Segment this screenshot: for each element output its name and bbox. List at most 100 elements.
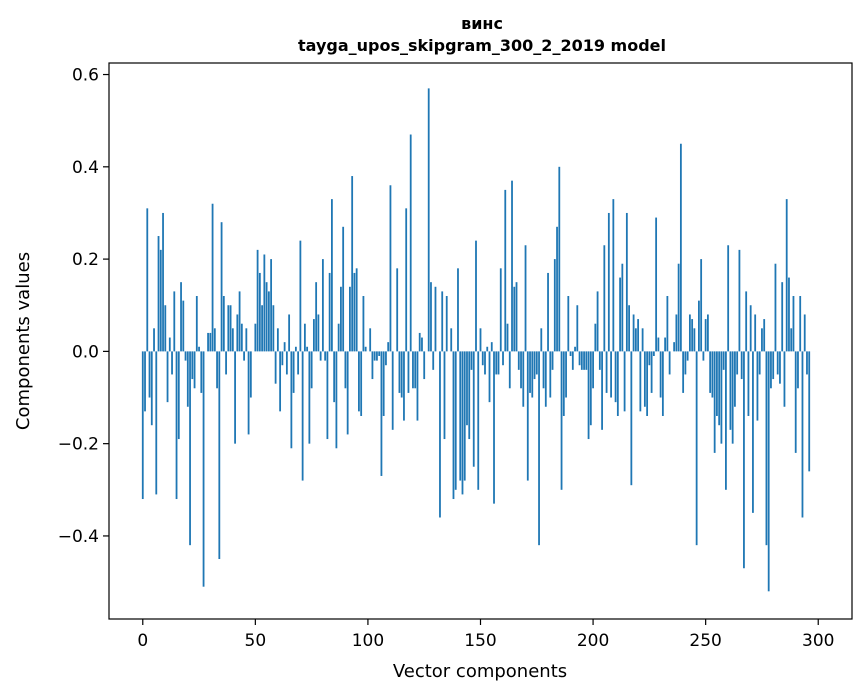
bar-63 (283, 342, 286, 352)
bar-30 (209, 332, 212, 352)
bar-15 (175, 351, 178, 500)
bar-77 (315, 282, 318, 352)
bar-159 (499, 268, 502, 352)
bar-163 (508, 351, 511, 389)
bar-107 (382, 351, 385, 416)
bar-267 (743, 351, 745, 569)
bar-223 (643, 351, 646, 407)
bar-296 (808, 351, 811, 472)
bar-178 (542, 351, 545, 389)
bar-41 (234, 351, 236, 444)
bar-108 (385, 351, 387, 366)
bar-114 (398, 351, 401, 393)
bar-201 (594, 323, 597, 352)
bar-196 (583, 351, 585, 370)
bar-275 (761, 328, 763, 352)
bar-219 (634, 328, 637, 352)
bar-214 (623, 351, 626, 412)
bar-93 (351, 176, 354, 352)
bar-9 (162, 212, 164, 352)
bar-116 (403, 351, 405, 421)
bar-35 (220, 222, 223, 352)
bar-211 (616, 351, 619, 416)
bar-33 (216, 351, 218, 389)
bar-66 (290, 351, 293, 449)
bar-290 (794, 351, 797, 453)
bar-97 (360, 351, 363, 416)
bar-149 (477, 351, 480, 490)
y-tick-label: −0.4 (58, 527, 99, 547)
bar-212 (619, 277, 621, 352)
x-tick-label: 0 (137, 631, 148, 651)
bar-220 (637, 319, 640, 352)
bar-106 (380, 351, 383, 476)
bar-121 (414, 351, 417, 389)
bar-119 (409, 134, 412, 352)
bar-286 (785, 199, 788, 352)
bar-99 (364, 346, 367, 352)
bar-82 (326, 351, 329, 440)
bar-259 (725, 351, 727, 490)
bar-181 (549, 351, 552, 398)
bar-200 (592, 351, 594, 389)
bar-203 (598, 351, 601, 370)
bar-256 (718, 351, 721, 426)
bar-8 (159, 249, 162, 352)
bar-215 (625, 212, 628, 352)
x-tick-label: 250 (689, 631, 721, 651)
bar-19 (184, 351, 187, 361)
bar-229 (657, 337, 660, 352)
bar-153 (486, 346, 489, 352)
bar-45 (243, 351, 245, 361)
x-tick-label: 50 (245, 631, 267, 651)
bar-132 (439, 351, 441, 518)
bar-192 (574, 346, 576, 352)
bar-34 (218, 351, 221, 560)
bar-75 (310, 351, 313, 389)
bar-269 (747, 351, 750, 416)
chart-subtitle: tayga_upos_skipgram_300_2_2019 model (298, 36, 666, 55)
bar-177 (540, 328, 543, 352)
bar-29 (207, 332, 209, 352)
bar-198 (587, 351, 590, 440)
bar-4 (150, 351, 153, 426)
y-tick-label: −0.2 (58, 435, 99, 455)
bar-79 (319, 351, 322, 361)
bar-110 (389, 185, 392, 352)
bar-87 (337, 323, 340, 352)
bar-152 (484, 351, 486, 375)
bar-23 (193, 351, 196, 389)
bar-83 (328, 272, 331, 352)
bar-12 (168, 337, 171, 352)
bar-294 (803, 314, 806, 352)
bar-209 (612, 199, 615, 352)
bar-273 (756, 351, 759, 421)
bar-230 (659, 351, 662, 398)
bar-184 (556, 226, 558, 352)
bar-292 (799, 296, 802, 352)
bar-32 (213, 328, 216, 352)
bar-250 (704, 319, 707, 352)
bar-171 (526, 351, 529, 481)
bar-48 (249, 351, 252, 398)
bar-154 (488, 351, 491, 403)
bar-236 (673, 342, 676, 352)
bar-289 (792, 296, 795, 352)
bar-17 (180, 282, 182, 352)
bar-53 (261, 305, 263, 352)
bar-50 (254, 323, 257, 352)
bar-216 (628, 305, 630, 352)
bar-134 (443, 351, 446, 440)
bar-46 (245, 328, 248, 352)
bar-262 (731, 351, 734, 444)
bar-92 (349, 286, 351, 352)
bar-57 (270, 259, 273, 352)
bar-10 (164, 305, 167, 352)
bar-194 (578, 351, 581, 366)
bar-278 (767, 351, 770, 592)
bar-158 (497, 351, 500, 375)
x-tick-label: 100 (352, 631, 384, 651)
bar-31 (211, 203, 214, 352)
bar-64 (285, 351, 288, 375)
bar-3 (148, 351, 151, 398)
